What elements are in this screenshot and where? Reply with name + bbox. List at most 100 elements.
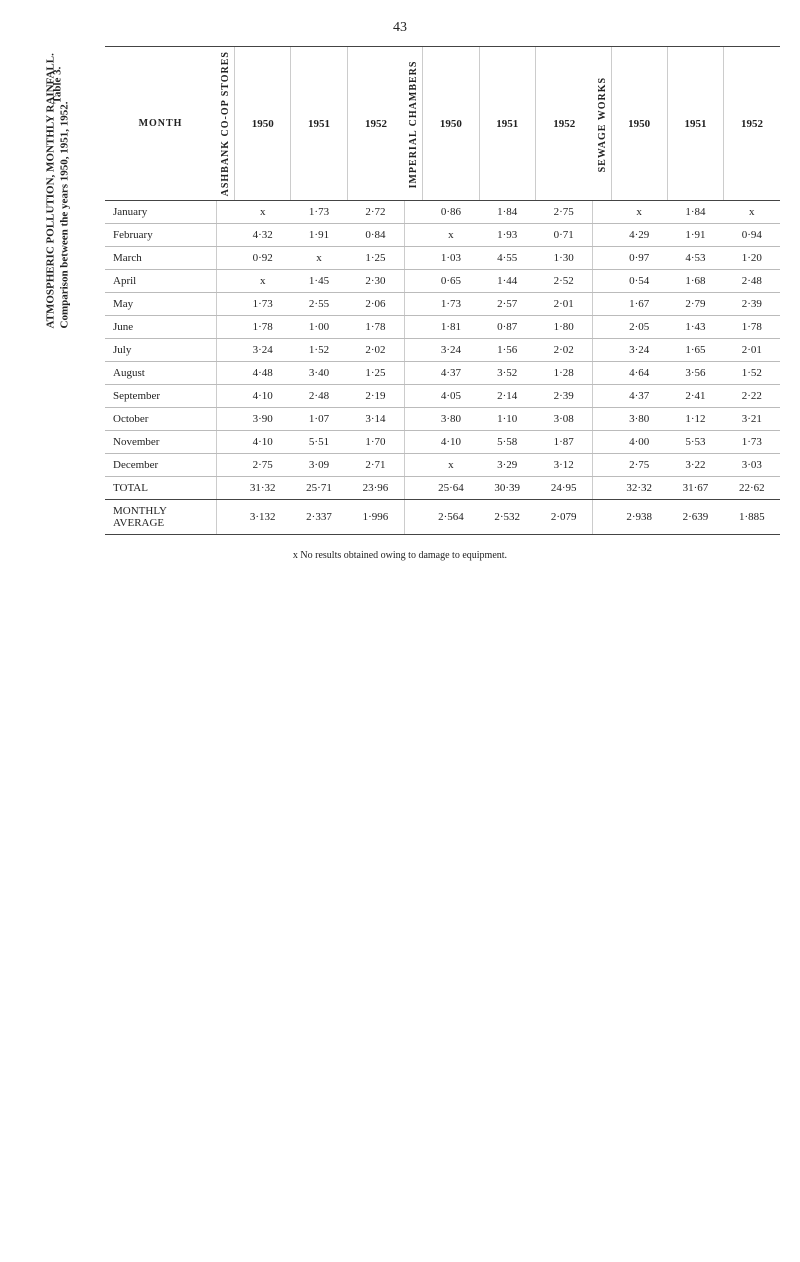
- data-cell: 1·65: [667, 339, 723, 362]
- data-cell: 2·57: [479, 293, 535, 316]
- data-cell: 1·25: [347, 247, 404, 270]
- data-cell: 1·78: [347, 316, 404, 339]
- data-cell: 3·22: [667, 454, 723, 477]
- data-cell: 0·65: [423, 270, 479, 293]
- data-cell: 5·53: [667, 431, 723, 454]
- data-cell: 3·21: [724, 408, 780, 431]
- section-sewage: SEWAGE WORKS: [593, 47, 612, 201]
- data-cell: 0·94: [724, 224, 780, 247]
- data-cell: 0·54: [611, 270, 667, 293]
- data-cell: 2·22: [724, 385, 780, 408]
- data-cell: 1·00: [291, 316, 347, 339]
- data-cell: 1·73: [291, 201, 347, 224]
- data-cell: 1·10: [479, 408, 535, 431]
- data-cell: 1·67: [611, 293, 667, 316]
- data-cell: 5·58: [479, 431, 535, 454]
- year-header: 1952: [347, 47, 404, 201]
- data-cell: 1·03: [423, 247, 479, 270]
- data-cell: 3·40: [291, 362, 347, 385]
- month-cell: May: [105, 293, 216, 316]
- data-cell: 2·75: [535, 201, 592, 224]
- data-cell: 1·07: [291, 408, 347, 431]
- title-block: ATMOSPHERIC POLLUTION, MONTHLY RAINFALL.…: [38, 253, 78, 328]
- data-cell: 2·39: [535, 385, 592, 408]
- data-cell: 3·24: [611, 339, 667, 362]
- avg-cell: 1·885: [724, 500, 780, 535]
- data-cell: 1·30: [535, 247, 592, 270]
- title-line1: ATMOSPHERIC POLLUTION, MONTHLY RAINFALL.: [43, 53, 57, 328]
- year-header: 1951: [291, 47, 347, 201]
- month-cell: June: [105, 316, 216, 339]
- data-cell: 1·70: [347, 431, 404, 454]
- avg-cell: 1·996: [347, 500, 404, 535]
- total-cell: 30·39: [479, 477, 535, 500]
- month-cell: February: [105, 224, 216, 247]
- data-cell: 3·14: [347, 408, 404, 431]
- data-cell: 1·73: [423, 293, 479, 316]
- data-cell: 3·80: [423, 408, 479, 431]
- total-cell: 25·64: [423, 477, 479, 500]
- data-cell: 1·84: [479, 201, 535, 224]
- data-cell: 1·56: [479, 339, 535, 362]
- data-cell: 2·39: [724, 293, 780, 316]
- data-cell: 1·80: [535, 316, 592, 339]
- rainfall-table: MONTH ASHBANK CO-OP STORES 1950 1951 195…: [105, 46, 780, 535]
- data-cell: x: [235, 270, 291, 293]
- data-cell: 2·72: [347, 201, 404, 224]
- data-cell: 0·92: [235, 247, 291, 270]
- data-cell: 3·29: [479, 454, 535, 477]
- data-cell: 1·91: [667, 224, 723, 247]
- total-cell: 23·96: [347, 477, 404, 500]
- data-cell: 1·81: [423, 316, 479, 339]
- data-cell: 1·44: [479, 270, 535, 293]
- data-cell: x: [423, 224, 479, 247]
- data-cell: 1·84: [667, 201, 723, 224]
- data-cell: 4·05: [423, 385, 479, 408]
- left-labels: Table 3. ATMOSPHERIC POLLUTION, MONTHLY …: [20, 46, 105, 535]
- total-cell: 31·32: [235, 477, 291, 500]
- total-cell: 24·95: [535, 477, 592, 500]
- total-cell: 22·62: [724, 477, 780, 500]
- data-cell: 3·24: [235, 339, 291, 362]
- year-header: 1950: [235, 47, 291, 201]
- year-header: 1951: [479, 47, 535, 201]
- section-ashbank: ASHBANK CO-OP STORES: [216, 47, 235, 201]
- data-cell: x: [235, 201, 291, 224]
- data-cell: 4·37: [423, 362, 479, 385]
- year-header: 1950: [423, 47, 479, 201]
- data-cell: 1·78: [724, 316, 780, 339]
- data-cell: 2·19: [347, 385, 404, 408]
- month-cell: March: [105, 247, 216, 270]
- avg-cell: 2·532: [479, 500, 535, 535]
- year-header: 1952: [535, 47, 592, 201]
- data-cell: 0·97: [611, 247, 667, 270]
- data-cell: 1·12: [667, 408, 723, 431]
- data-cell: 3·56: [667, 362, 723, 385]
- data-cell: 0·71: [535, 224, 592, 247]
- data-cell: 2·02: [535, 339, 592, 362]
- data-cell: x: [423, 454, 479, 477]
- data-cell: 1·52: [291, 339, 347, 362]
- data-cell: 3·24: [423, 339, 479, 362]
- total-cell: 32·32: [611, 477, 667, 500]
- data-cell: 2·75: [235, 454, 291, 477]
- data-cell: x: [724, 201, 780, 224]
- data-cell: 2·71: [347, 454, 404, 477]
- month-cell: January: [105, 201, 216, 224]
- data-cell: 1·43: [667, 316, 723, 339]
- data-cell: 2·79: [667, 293, 723, 316]
- total-cell: 31·67: [667, 477, 723, 500]
- data-cell: 3·09: [291, 454, 347, 477]
- data-cell: 2·75: [611, 454, 667, 477]
- data-cell: 2·05: [611, 316, 667, 339]
- total-cell: 25·71: [291, 477, 347, 500]
- data-cell: 3·80: [611, 408, 667, 431]
- footnote: x No results obtained owing to damage to…: [20, 550, 780, 561]
- data-cell: 3·08: [535, 408, 592, 431]
- data-cell: 4·10: [235, 385, 291, 408]
- month-cell: November: [105, 431, 216, 454]
- data-cell: 1·78: [235, 316, 291, 339]
- data-cell: 1·45: [291, 270, 347, 293]
- month-cell: September: [105, 385, 216, 408]
- year-header: 1951: [667, 47, 723, 201]
